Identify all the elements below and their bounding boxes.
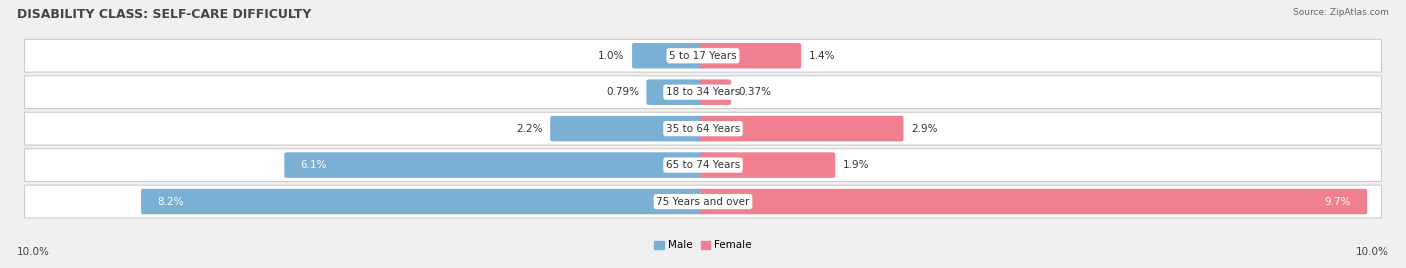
Text: 1.4%: 1.4% xyxy=(808,51,835,61)
Text: 9.7%: 9.7% xyxy=(1324,196,1351,207)
FancyBboxPatch shape xyxy=(700,43,801,69)
Text: 35 to 64 Years: 35 to 64 Years xyxy=(666,124,740,134)
FancyBboxPatch shape xyxy=(141,189,706,214)
Text: 1.9%: 1.9% xyxy=(842,160,869,170)
FancyBboxPatch shape xyxy=(700,79,731,105)
FancyBboxPatch shape xyxy=(24,112,1382,145)
Text: 2.2%: 2.2% xyxy=(516,124,543,134)
FancyBboxPatch shape xyxy=(647,79,706,105)
Text: 6.1%: 6.1% xyxy=(301,160,328,170)
FancyBboxPatch shape xyxy=(700,189,1367,214)
Text: 10.0%: 10.0% xyxy=(1357,247,1389,257)
Legend: Male, Female: Male, Female xyxy=(650,236,756,255)
FancyBboxPatch shape xyxy=(633,43,706,69)
FancyBboxPatch shape xyxy=(24,185,1382,218)
FancyBboxPatch shape xyxy=(700,152,835,178)
Text: DISABILITY CLASS: SELF-CARE DIFFICULTY: DISABILITY CLASS: SELF-CARE DIFFICULTY xyxy=(17,8,311,21)
Text: 0.37%: 0.37% xyxy=(738,87,772,97)
Text: 1.0%: 1.0% xyxy=(598,51,624,61)
Text: 8.2%: 8.2% xyxy=(157,196,184,207)
FancyBboxPatch shape xyxy=(550,116,706,142)
FancyBboxPatch shape xyxy=(24,39,1382,72)
FancyBboxPatch shape xyxy=(24,149,1382,181)
Text: 2.9%: 2.9% xyxy=(911,124,938,134)
FancyBboxPatch shape xyxy=(24,76,1382,109)
Text: 5 to 17 Years: 5 to 17 Years xyxy=(669,51,737,61)
Text: 0.79%: 0.79% xyxy=(606,87,638,97)
Text: 18 to 34 Years: 18 to 34 Years xyxy=(666,87,740,97)
FancyBboxPatch shape xyxy=(284,152,706,178)
Text: 75 Years and over: 75 Years and over xyxy=(657,196,749,207)
Text: 65 to 74 Years: 65 to 74 Years xyxy=(666,160,740,170)
Text: Source: ZipAtlas.com: Source: ZipAtlas.com xyxy=(1294,8,1389,17)
FancyBboxPatch shape xyxy=(700,116,904,142)
Text: 10.0%: 10.0% xyxy=(17,247,49,257)
